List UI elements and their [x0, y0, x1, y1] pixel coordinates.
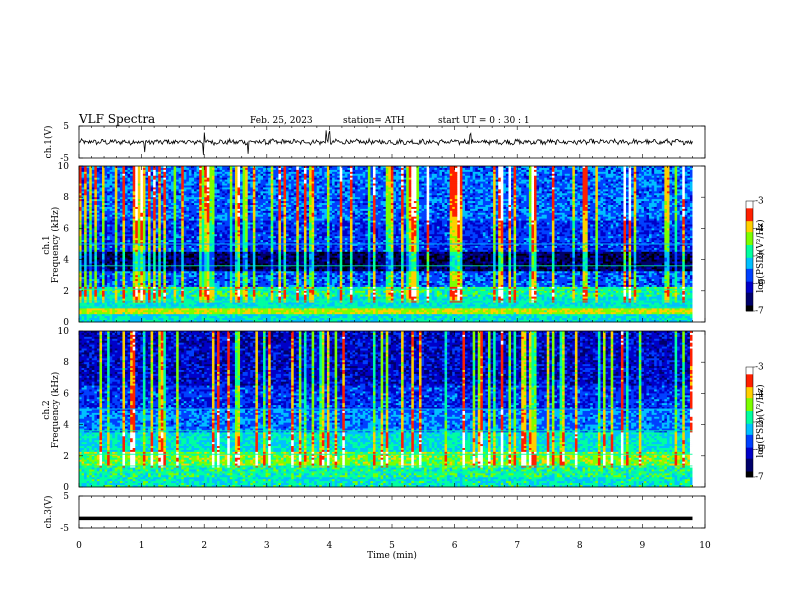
ch1-ytick-label: 5: [63, 122, 69, 132]
ch1-waveform-line: [79, 130, 693, 155]
ch1-waveform-frame: [79, 126, 705, 158]
chart-title: VLF Spectra: [78, 112, 155, 126]
date-label: Feb. 25, 2023: [250, 116, 313, 126]
start-time-label: start UT = 0 : 30 : 1: [438, 116, 530, 126]
ch1-waveform-panel: 5-5: [60, 122, 705, 164]
station-label: station= ATH: [343, 116, 405, 126]
